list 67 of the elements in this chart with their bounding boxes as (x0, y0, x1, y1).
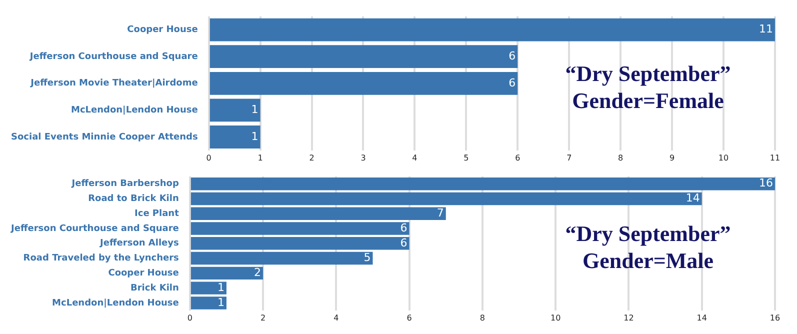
y-tick-label: Jefferson Courthouse and Square (10, 224, 179, 234)
y-tick-label: Social Events Minnie Cooper Attends (11, 132, 198, 142)
data-label: 6 (400, 236, 408, 250)
x-tick-label: 12 (624, 313, 634, 322)
y-tick-label: Brick Kiln (130, 283, 179, 294)
y-tick-label: Jefferson Courthouse and Square (28, 52, 198, 62)
data-label: 14 (686, 192, 700, 205)
text: Gender=Male (581, 247, 715, 274)
x-tick-label: 1 (258, 153, 263, 162)
bar (210, 45, 518, 68)
x-tick-label: 8 (618, 153, 624, 162)
x-tick-label: 0 (187, 313, 192, 322)
y-tick-label: Jefferson Movie Theater|Airdome (30, 78, 198, 89)
x-tick-label: 4 (412, 153, 418, 162)
bar (190, 192, 702, 206)
bar (210, 98, 260, 122)
data-label: 1 (251, 103, 258, 116)
x-tick-label: 11 (770, 153, 780, 162)
bar (210, 126, 260, 148)
y-tick-label: Road to Brick Kiln (88, 194, 179, 204)
bar (190, 177, 775, 190)
y-tick-label: Jefferson Barbershop (70, 179, 180, 190)
x-tick-label: 3 (360, 153, 366, 162)
bar (190, 237, 410, 250)
x-tick-label: 10 (718, 153, 729, 162)
x-tick-label: 6 (515, 153, 520, 162)
x-tick-label: 4 (334, 313, 339, 322)
x-tick-label: 7 (566, 153, 572, 162)
x-tick-label: 0 (206, 153, 212, 162)
bar (190, 296, 226, 310)
bar (190, 207, 446, 220)
x-tick-label: 8 (480, 313, 485, 322)
text: “Dry September” (564, 220, 732, 247)
data-label: 6 (508, 76, 516, 90)
text: “Dry September” (564, 60, 732, 87)
bar (210, 18, 775, 42)
x-tick-label: 10 (550, 313, 561, 322)
bar (190, 282, 226, 294)
text: Gender=Female (571, 87, 725, 114)
x-tick-label: 5 (464, 153, 469, 162)
data-label: 1 (217, 296, 224, 309)
y-tick-label: Jefferson Alleys (99, 238, 179, 249)
data-label: 1 (251, 130, 258, 143)
data-label: 1 (217, 280, 224, 294)
x-tick-label: 2 (309, 153, 314, 162)
data-label: 6 (508, 49, 516, 62)
bar (190, 222, 410, 235)
data-label: 2 (254, 266, 262, 280)
x-tick-label: 14 (696, 313, 707, 322)
data-label: 7 (436, 206, 444, 220)
y-tick-label: Road Traveled by the Lynchers (23, 254, 179, 264)
y-tick-label: McLendon|Lendon House (52, 298, 179, 308)
y-tick-label: Cooper House (127, 25, 198, 36)
data-label: 5 (364, 251, 371, 264)
x-tick-label: 9 (670, 153, 675, 162)
bar (190, 252, 373, 265)
bar (210, 72, 518, 95)
data-label: 16 (759, 176, 773, 190)
data-label: 6 (400, 221, 408, 234)
x-tick-label: 16 (770, 313, 780, 322)
y-tick-label: Cooper House (108, 268, 179, 279)
y-tick-label: McLendon|Lendon House (70, 106, 198, 116)
x-tick-label: 2 (260, 313, 266, 322)
y-tick-label: Ice Plant (134, 208, 180, 219)
data-label: 11 (759, 22, 773, 36)
x-tick-label: 6 (406, 313, 412, 322)
bar (190, 266, 264, 280)
